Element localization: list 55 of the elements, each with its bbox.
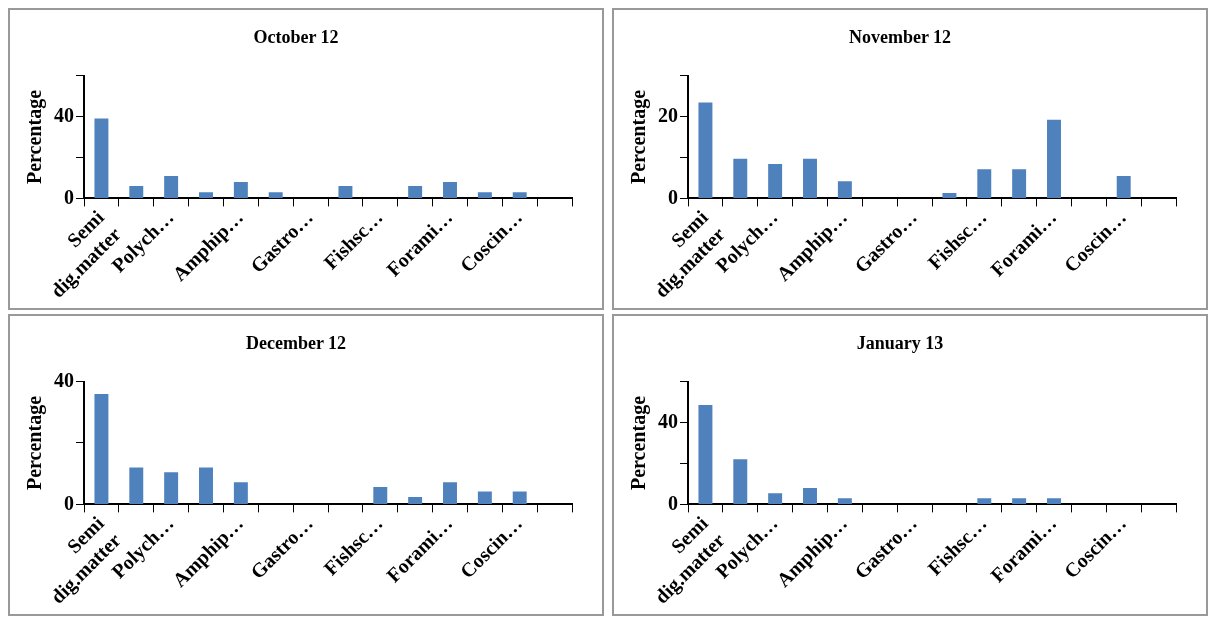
y-axis-title: Percentage bbox=[627, 395, 651, 491]
bar bbox=[1012, 169, 1027, 198]
bar bbox=[164, 472, 179, 504]
bar bbox=[94, 393, 109, 504]
y-axis-title: Percentage bbox=[23, 395, 47, 491]
bar bbox=[837, 181, 852, 198]
bar bbox=[698, 404, 713, 504]
y-tick-label: 20 bbox=[658, 103, 678, 126]
y-axis-title: Percentage bbox=[627, 89, 651, 185]
bar bbox=[942, 193, 957, 198]
bar bbox=[733, 158, 748, 198]
y-axis-title: Percentage bbox=[23, 89, 47, 185]
bar bbox=[129, 467, 144, 504]
chart-title: October 12 bbox=[253, 27, 339, 48]
bar bbox=[129, 186, 144, 198]
bar bbox=[1116, 175, 1131, 198]
bar bbox=[477, 491, 492, 504]
bar bbox=[443, 182, 457, 198]
bar bbox=[199, 192, 213, 198]
bar bbox=[338, 186, 353, 198]
bar bbox=[768, 493, 783, 504]
bar bbox=[733, 459, 748, 504]
bar bbox=[512, 491, 527, 504]
bar bbox=[164, 175, 179, 198]
bar bbox=[1012, 498, 1027, 504]
bar bbox=[477, 192, 492, 198]
bar bbox=[233, 182, 248, 198]
y-tick-label: 0 bbox=[64, 491, 74, 514]
y-tick-label: 40 bbox=[658, 409, 678, 432]
bar bbox=[408, 186, 423, 198]
bar bbox=[94, 118, 109, 198]
y-tick-label: 0 bbox=[668, 491, 678, 514]
bar bbox=[233, 482, 248, 504]
bar bbox=[1047, 498, 1061, 504]
bar bbox=[268, 192, 283, 198]
bar bbox=[408, 497, 423, 504]
bar bbox=[768, 164, 783, 198]
bar bbox=[512, 192, 527, 198]
bar bbox=[1047, 119, 1061, 198]
bar bbox=[443, 482, 457, 504]
bar bbox=[977, 498, 992, 504]
chart-title: November 12 bbox=[848, 27, 952, 48]
bar bbox=[373, 486, 388, 504]
y-tick-label: 0 bbox=[64, 185, 74, 208]
y-tick-label: 40 bbox=[54, 368, 74, 391]
bar bbox=[837, 498, 852, 504]
bar bbox=[803, 158, 817, 198]
bar bbox=[977, 169, 992, 198]
chart-title: January 13 bbox=[856, 333, 944, 354]
chart-title: December 12 bbox=[245, 333, 347, 354]
y-tick-label: 0 bbox=[668, 185, 678, 208]
bar bbox=[803, 488, 817, 504]
bar bbox=[698, 102, 713, 198]
y-tick-label: 40 bbox=[54, 103, 74, 126]
bar bbox=[199, 467, 213, 504]
